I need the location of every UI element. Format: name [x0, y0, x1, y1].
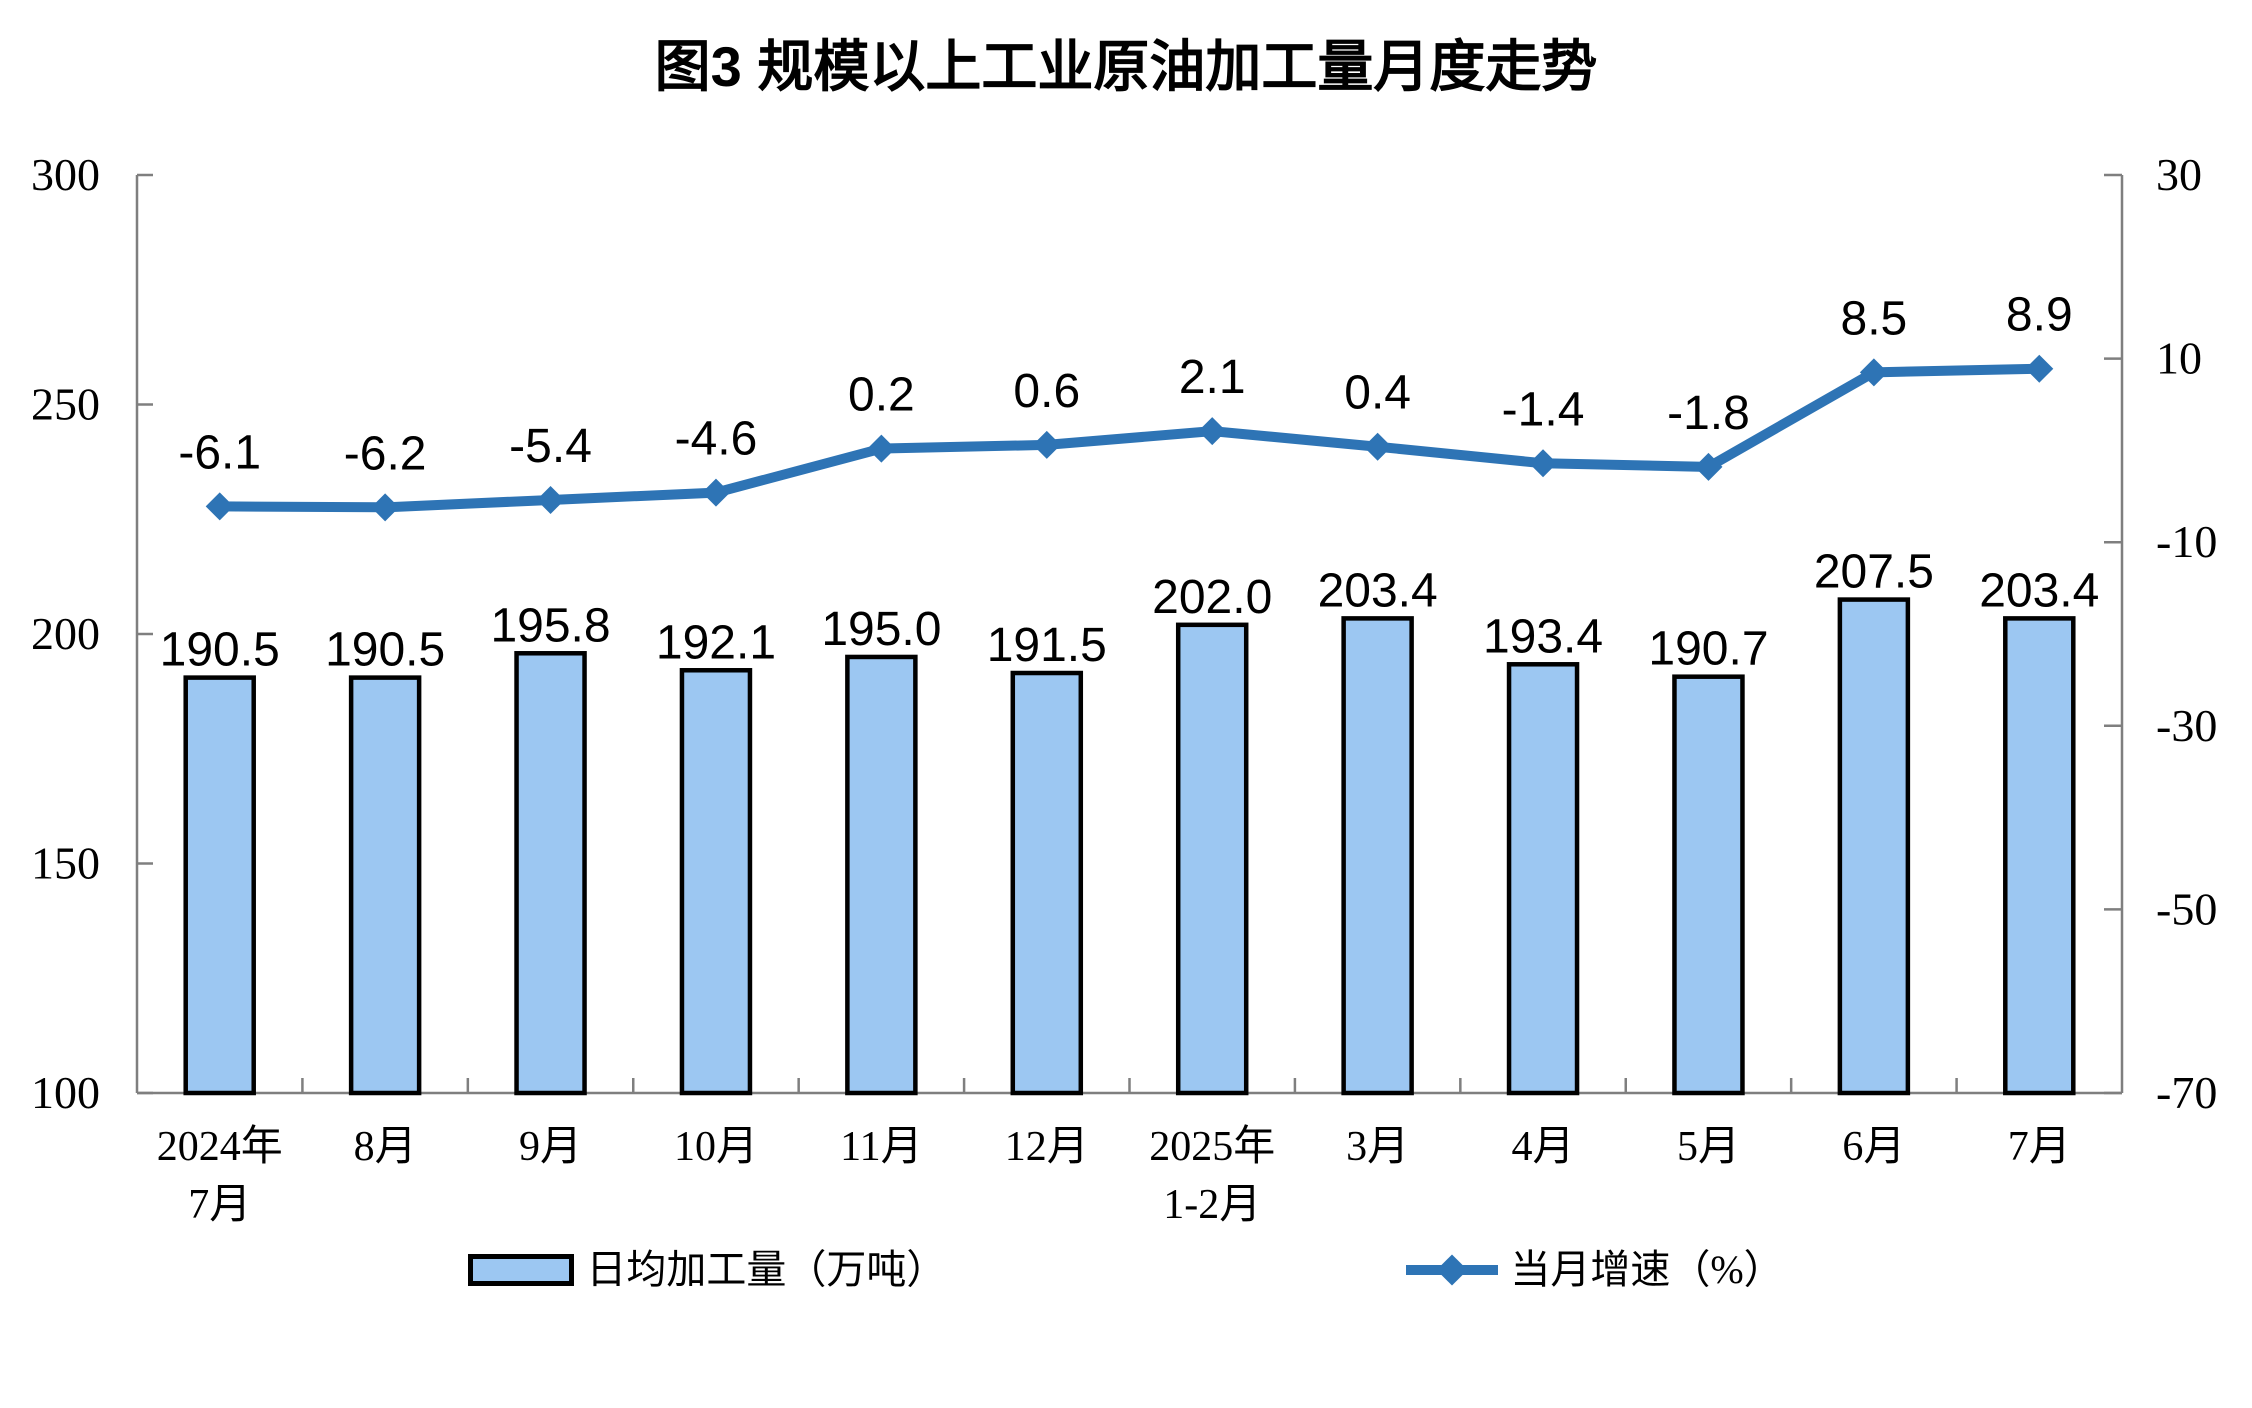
bar	[1010, 670, 1084, 1096]
line-series-swatch-icon	[1406, 1254, 1499, 1286]
bar	[348, 675, 422, 1096]
line-data-label: -6.1	[178, 426, 261, 479]
line-point-marker	[2025, 354, 2054, 383]
category-label: 2024年	[157, 1123, 283, 1170]
bar	[514, 651, 587, 1096]
left-axis-tick-label: 300	[31, 149, 100, 200]
left-axis-tick-label: 250	[31, 379, 100, 430]
line-data-label: 2.1	[1179, 351, 1246, 404]
category-label: 2025年	[1149, 1123, 1275, 1170]
line-point-marker	[867, 434, 896, 463]
bar-data-label: 191.5	[987, 619, 1107, 672]
right-axis-tick-label: -10	[2156, 516, 2217, 567]
left-axis-tick-label: 100	[31, 1067, 100, 1118]
right-axis-tick-label: 30	[2156, 149, 2202, 200]
line-data-label: 0.6	[1013, 365, 1080, 418]
line-point-marker	[536, 485, 565, 514]
bar-data-label: 195.0	[821, 603, 941, 656]
line-data-label: -6.2	[344, 427, 427, 480]
right-axis-tick-label: -70	[2156, 1067, 2217, 1118]
category-label: 8月	[354, 1124, 417, 1170]
line-point-marker	[1859, 358, 1888, 387]
line-point-marker	[1032, 430, 1061, 459]
category-label: 1-2月	[1163, 1182, 1261, 1228]
bar	[1506, 662, 1580, 1096]
bar-data-label: 190.7	[1648, 623, 1768, 676]
bar-data-label: 193.4	[1483, 610, 1603, 663]
line-point-marker	[701, 478, 730, 507]
line-data-label: -1.4	[1502, 383, 1585, 436]
bar-series-legend-label: 日均加工量（万吨）	[586, 1247, 947, 1292]
category-label: 5月	[1677, 1124, 1740, 1170]
line-data-label: -4.6	[675, 413, 758, 466]
bar	[845, 654, 918, 1096]
legend-item-line: 当月增速（%）	[1406, 1247, 1784, 1292]
category-label: 3月	[1346, 1124, 1409, 1170]
bar-data-label: 190.5	[160, 624, 280, 677]
bar-series-swatch-icon	[468, 1254, 575, 1286]
bar	[1175, 622, 1249, 1096]
bar-data-label: 203.4	[1979, 564, 2099, 617]
line-data-label: 8.5	[1841, 292, 1908, 345]
line-point-marker	[371, 493, 400, 522]
line-point-marker	[1198, 417, 1227, 446]
left-axis-tick-label: 200	[31, 608, 100, 659]
bar-data-label: 195.8	[490, 599, 610, 652]
bar	[1672, 674, 1745, 1096]
line-series-path	[219, 363, 2040, 513]
category-label: 11月	[840, 1124, 922, 1170]
category-label: 4月	[1512, 1124, 1575, 1170]
bar-data-label: 190.5	[325, 624, 445, 677]
line-data-label: -5.4	[509, 420, 592, 473]
line-data-label: 0.2	[848, 369, 915, 422]
chart-title: 图3 规模以上工业原油加工量月度走势	[654, 35, 1598, 98]
right-axis-tick-label: -30	[2156, 700, 2217, 751]
line-data-label: 0.4	[1344, 367, 1411, 420]
line-point-marker	[1694, 452, 1723, 481]
line-data-label: -1.8	[1667, 387, 1750, 440]
category-label: 7月	[188, 1182, 251, 1228]
category-label: 9月	[519, 1124, 582, 1170]
category-label: 6月	[1842, 1124, 1905, 1170]
category-label: 12月	[1005, 1124, 1089, 1170]
bar	[679, 668, 753, 1096]
bar-data-label: 207.5	[1814, 546, 1934, 599]
bar-data-label: 202.0	[1152, 571, 1272, 624]
legend-item-bar: 日均加工量（万吨）	[468, 1250, 946, 1290]
line-data-label: 8.9	[2006, 289, 2073, 342]
line-point-marker	[205, 492, 234, 521]
bar	[1341, 616, 1414, 1096]
right-axis-tick-label: 10	[2156, 333, 2202, 384]
bar	[1837, 597, 1911, 1096]
bar	[183, 675, 256, 1096]
bar	[2003, 616, 2076, 1096]
right-axis-tick-label: -50	[2156, 883, 2217, 934]
category-label: 10月	[674, 1124, 758, 1170]
line-point-marker	[1529, 449, 1558, 478]
bar-data-label: 192.1	[656, 616, 776, 669]
bar-data-label: 203.4	[1318, 564, 1438, 617]
left-axis-tick-label: 150	[31, 838, 100, 889]
category-label: 7月	[2008, 1124, 2071, 1170]
line-point-marker	[1363, 432, 1392, 461]
chart-legend: 日均加工量（万吨） 当月增速（%）	[0, 1250, 2252, 1290]
line-series-legend-label: 当月增速（%）	[1510, 1247, 1784, 1292]
diamond-marker-icon	[1436, 1254, 1468, 1286]
